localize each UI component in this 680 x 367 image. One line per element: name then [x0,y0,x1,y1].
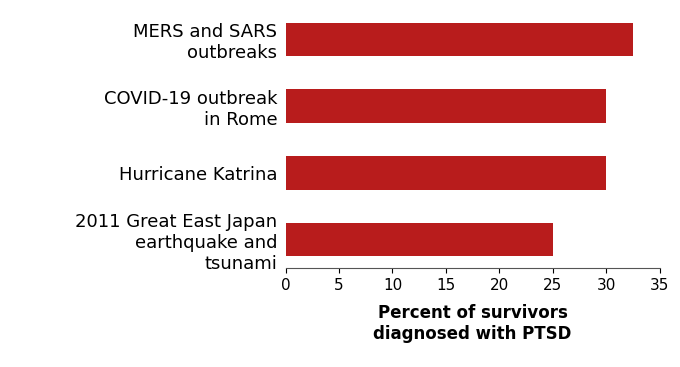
X-axis label: Percent of survivors
diagnosed with PTSD: Percent of survivors diagnosed with PTSD [373,304,572,342]
Bar [286,90,606,123]
Bar [286,223,553,256]
Bar [286,23,633,56]
Bar [286,156,606,189]
